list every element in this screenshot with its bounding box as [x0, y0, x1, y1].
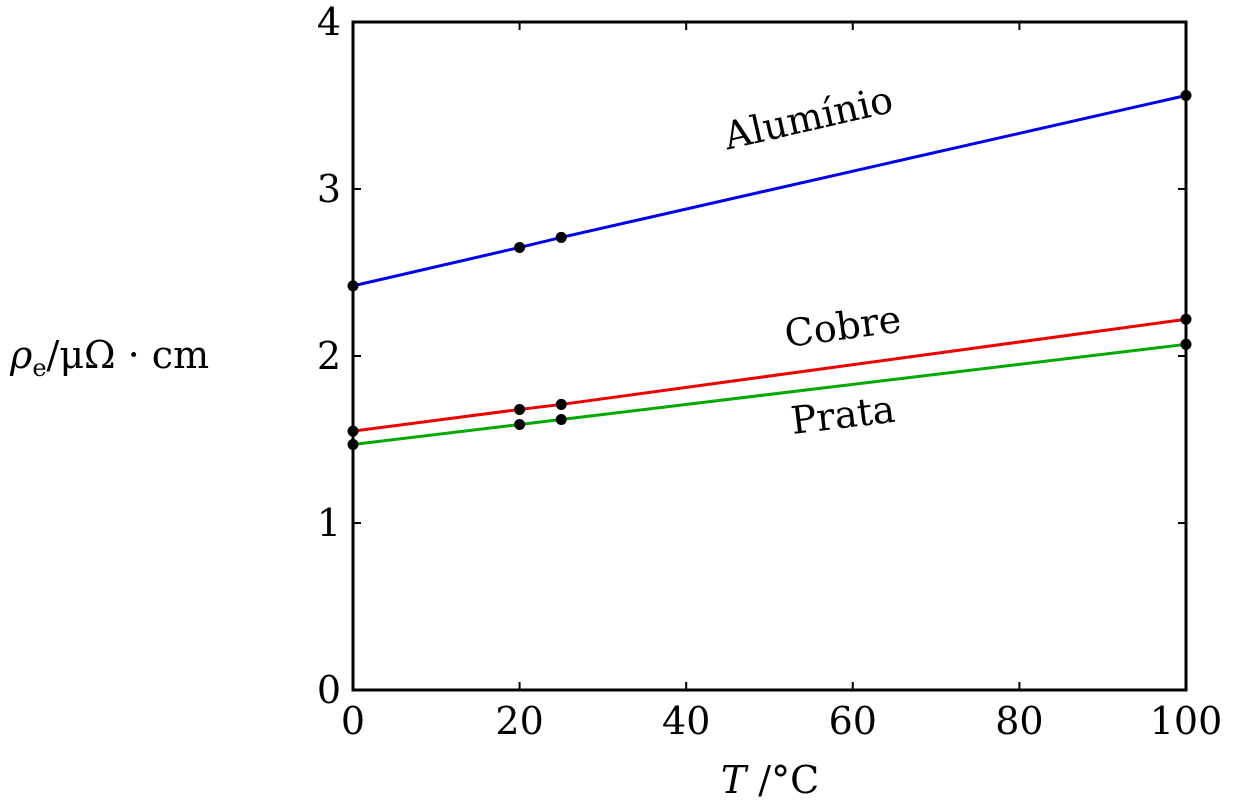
data-point-aluminio	[347, 280, 359, 292]
y-axis-label-rho: ρ	[9, 333, 33, 377]
y-tick-label: 2	[317, 334, 341, 378]
data-point-prata	[514, 418, 526, 430]
data-point-prata	[347, 439, 359, 451]
y-tick-label: 1	[317, 501, 341, 545]
data-point-aluminio	[514, 241, 526, 253]
y-tick-label: 0	[317, 668, 341, 712]
data-point-prata	[555, 413, 567, 425]
x-tick-label: 20	[495, 699, 543, 743]
series-points	[347, 89, 1192, 451]
y-tick-label: 3	[317, 167, 341, 211]
series-line-cobre	[352, 317, 1187, 433]
series-label-aluminio: Alumínio	[719, 77, 897, 158]
data-point-cobre	[555, 398, 567, 410]
x-tick-label: 100	[1150, 699, 1223, 743]
y-axis-label-subscript: e	[32, 354, 46, 382]
y-axis-label-unit: /μΩ · cm	[47, 333, 210, 377]
data-point-cobre	[1180, 313, 1192, 325]
x-tick-label: 0	[341, 699, 365, 743]
tick-labels: 0 20 40 60 80 100 0 1 2 3 4	[317, 0, 1222, 743]
y-axis-label: ρe/μΩ · cm	[9, 333, 209, 382]
x-tick-label: 40	[662, 699, 710, 743]
x-tick-label: 80	[995, 699, 1043, 743]
x-axis-label: T /°C	[721, 758, 819, 802]
data-point-aluminio	[555, 231, 567, 243]
data-point-prata	[1180, 338, 1192, 350]
series-lines	[352, 94, 1187, 446]
series-label-prata: Prata	[788, 387, 897, 443]
data-point-cobre	[347, 425, 359, 437]
ticks	[352, 21, 1187, 691]
x-axis-label-variable: T	[721, 758, 749, 802]
series-line-aluminio	[352, 94, 1187, 288]
x-tick-label: 60	[829, 699, 877, 743]
y-tick-label: 4	[317, 0, 341, 44]
data-point-cobre	[514, 403, 526, 415]
x-axis-label-unit: /°C	[746, 758, 819, 802]
series-label-cobre: Cobre	[782, 297, 904, 356]
series-line-prata	[352, 342, 1187, 446]
data-point-aluminio	[1180, 89, 1192, 101]
